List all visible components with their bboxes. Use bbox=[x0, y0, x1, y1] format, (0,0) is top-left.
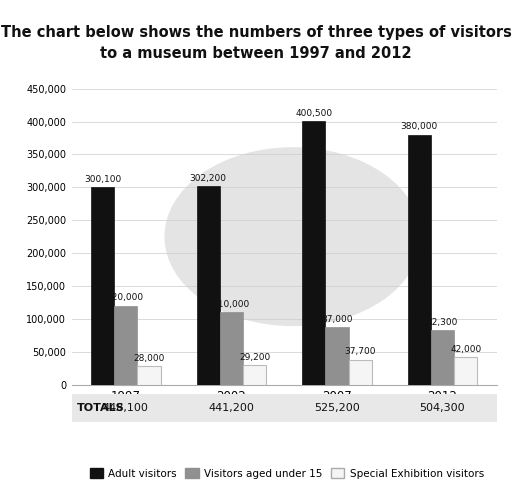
Text: 120,000: 120,000 bbox=[108, 293, 144, 302]
Bar bbox=[431, 330, 454, 385]
Bar bbox=[197, 186, 220, 385]
Text: 448,100: 448,100 bbox=[103, 403, 149, 413]
Bar bbox=[454, 357, 477, 385]
Text: 441,200: 441,200 bbox=[208, 403, 254, 413]
Legend: Adult visitors, Visitors aged under 15, Special Exhibition visitors: Adult visitors, Visitors aged under 15, … bbox=[86, 464, 488, 483]
Bar bbox=[220, 312, 243, 385]
Text: 110,000: 110,000 bbox=[213, 300, 250, 309]
Text: 300,100: 300,100 bbox=[84, 175, 121, 184]
Text: 525,200: 525,200 bbox=[314, 403, 360, 413]
Text: 87,000: 87,000 bbox=[321, 315, 353, 324]
Circle shape bbox=[165, 148, 420, 325]
Bar bbox=[302, 121, 325, 385]
Text: TOTALS: TOTALS bbox=[77, 403, 124, 413]
Text: 29,200: 29,200 bbox=[239, 353, 270, 362]
Text: 82,300: 82,300 bbox=[427, 318, 458, 327]
Text: 302,200: 302,200 bbox=[189, 174, 227, 182]
Text: 42,000: 42,000 bbox=[450, 345, 481, 353]
Text: 380,000: 380,000 bbox=[401, 122, 438, 132]
Bar bbox=[114, 306, 137, 385]
Bar bbox=[137, 366, 161, 385]
Bar bbox=[349, 360, 372, 385]
Bar bbox=[91, 187, 114, 385]
Text: 28,000: 28,000 bbox=[133, 354, 165, 363]
Text: The chart below shows the numbers of three types of visitors
to a museum between: The chart below shows the numbers of thr… bbox=[1, 25, 511, 61]
Text: 400,500: 400,500 bbox=[295, 109, 332, 118]
Bar bbox=[243, 365, 266, 385]
Text: 37,700: 37,700 bbox=[345, 348, 376, 356]
Bar bbox=[408, 135, 431, 385]
Bar bbox=[325, 327, 349, 385]
Text: 504,300: 504,300 bbox=[420, 403, 465, 413]
